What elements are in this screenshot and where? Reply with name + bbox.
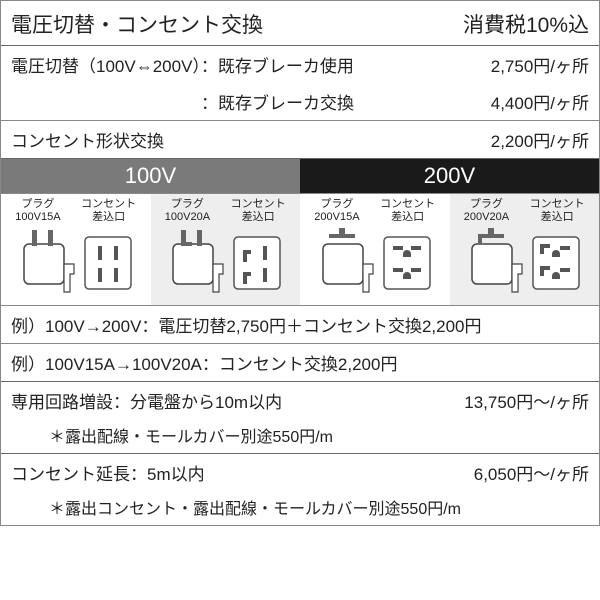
outlet-label: コンセント 差込口 [530,198,585,224]
header-100v: 100V [1,159,300,193]
outlet-200v15a-icon [381,234,433,292]
header-200v: 200V [300,159,599,193]
plug-100v15a-icon [18,228,78,298]
plug-label: プラグ 100V15A [15,198,60,224]
plug-col-100v20a: プラグ 100V20A コンセント 差込口 [151,194,301,305]
pricing-table: 電圧切替・コンセント交換 消費税10%込 電圧切替（100V⇔200V）：既存ブ… [0,0,600,526]
price: 6,050円～/ヶ所 [474,460,589,485]
example-2-text: 例）100V15A→100V20A：コンセント交換2,200円 [11,355,397,374]
outlet-label: コンセント 差込口 [81,198,136,224]
header-row: 電圧切替・コンセント交換 消費税10%込 [1,1,599,46]
row-outlet-ext: コンセント延長：5m以内 6,050円～/ヶ所 [1,454,599,491]
plug-col-100v15a: プラグ 100V15A コンセント 差込口 [1,194,151,305]
outlet-100v15a-icon [82,234,134,292]
outlet-label: コンセント 差込口 [231,198,286,224]
row-circuit-add: 専用回路増設：分電盤から10m以内 13,750円～/ヶ所 [1,382,599,419]
plug-grid: プラグ 100V15A コンセント 差込口 [1,194,599,306]
example-1: 例）100V→200V：電圧切替2,750円＋コンセント交換2,200円 [1,306,599,344]
plug-100v20a-icon [167,228,227,298]
label: 専用回路増設：分電盤から10m以内 [11,388,282,413]
plug-label: プラグ 100V20A [165,198,210,224]
plug-200v15a-icon [317,228,377,298]
tax-note: 消費税10%込 [463,9,589,39]
plug-col-200v20a: プラグ 200V20A コンセント 差込口 [450,194,600,305]
label: 電圧切替（100V⇔200V）：既存ブレーカ使用 [11,52,354,77]
row-voltage-switch-1: 電圧切替（100V⇔200V）：既存ブレーカ使用 2,750円/ヶ所 [1,46,599,83]
ext-note: ＊露出コンセント・露出配線・モールカバー別途550円/m [1,491,599,525]
price: 2,200円/ヶ所 [491,127,589,152]
row-outlet-shape: コンセント形状交換 2,200円/ヶ所 [1,121,599,159]
price: 4,400円/ヶ所 [491,89,589,114]
title: 電圧切替・コンセント交換 [11,9,263,39]
plug-label: プラグ 200V15A [314,198,359,224]
example-1-text: 例）100V→200V：電圧切替2,750円＋コンセント交換2,200円 [11,317,482,336]
label: ：既存ブレーカ交換 [11,89,354,114]
label: コンセント形状交換 [11,127,164,152]
price: 2,750円/ヶ所 [491,52,589,77]
outlet-label: コンセント 差込口 [380,198,435,224]
outlet-100v20a-icon [231,234,283,292]
outlet-200v20a-icon [530,234,582,292]
label: コンセント延長：5m以内 [11,460,205,485]
example-2: 例）100V15A→100V20A：コンセント交換2,200円 [1,344,599,382]
voltage-header: 100V 200V [1,159,599,194]
plug-200v20a-icon [466,228,526,298]
plug-label: プラグ 200V20A [464,198,509,224]
circuit-note: ＊露出配線・モールカバー別途550円/m [1,419,599,454]
price: 13,750円～/ヶ所 [464,388,589,413]
row-voltage-switch-2: ：既存ブレーカ交換 4,400円/ヶ所 [1,83,599,121]
plug-col-200v15a: プラグ 200V15A コンセント 差込口 [300,194,450,305]
